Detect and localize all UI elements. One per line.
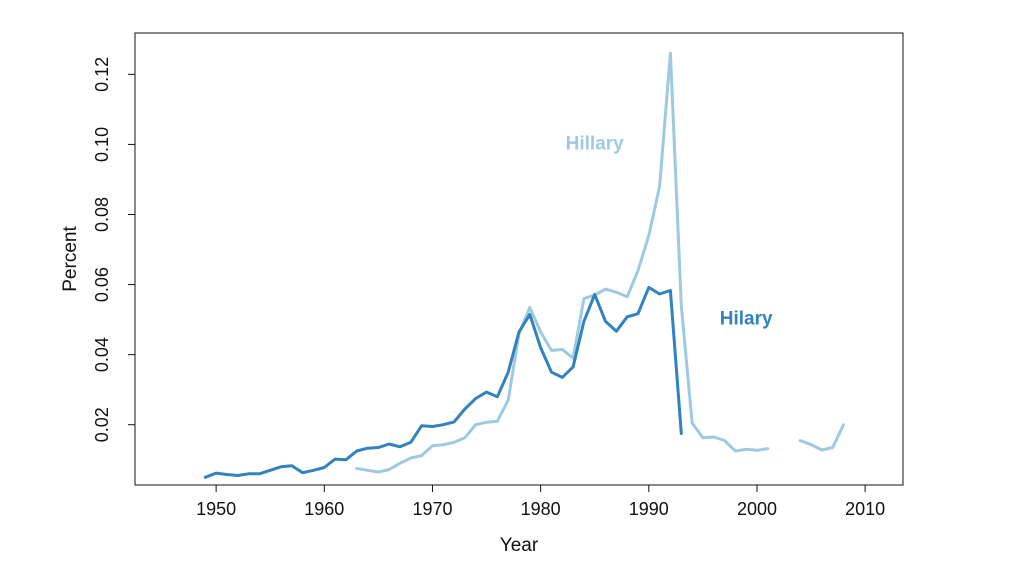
plot-frame [134, 32, 904, 486]
x-tick-label: 1960 [304, 499, 344, 519]
y-tick-label: 0.12 [92, 57, 112, 92]
x-tick-label: 2000 [737, 499, 777, 519]
x-tick-label: 1990 [629, 499, 669, 519]
series-line-hillary [798, 423, 845, 452]
series-label-hillary: Hillary [566, 133, 625, 154]
y-tick-label: 0.04 [92, 337, 112, 372]
series-labels: Hillary Hilary [566, 133, 773, 329]
y-tick-label: 0.02 [92, 407, 112, 442]
x-axis-title: Year [500, 535, 539, 556]
x-axis: 1950 1960 1970 1980 1990 2000 2010 [196, 485, 885, 519]
y-axis-title: Percent [60, 226, 81, 292]
x-tick-label: 1970 [412, 499, 452, 519]
y-tick-label: 0.06 [92, 267, 112, 302]
y-tick-label: 0.10 [92, 127, 112, 162]
y-tick-label: 0.08 [92, 197, 112, 232]
x-tick-label: 2010 [845, 499, 885, 519]
series-lines [203, 51, 845, 479]
series-line-hillary [355, 51, 770, 474]
x-tick-label: 1950 [196, 499, 236, 519]
series-line-hilary [203, 285, 683, 479]
series-label-hilary: Hilary [720, 309, 773, 330]
y-axis: 0.02 0.04 0.06 0.08 0.10 0.12 [92, 57, 135, 442]
x-tick-label: 1980 [521, 499, 561, 519]
